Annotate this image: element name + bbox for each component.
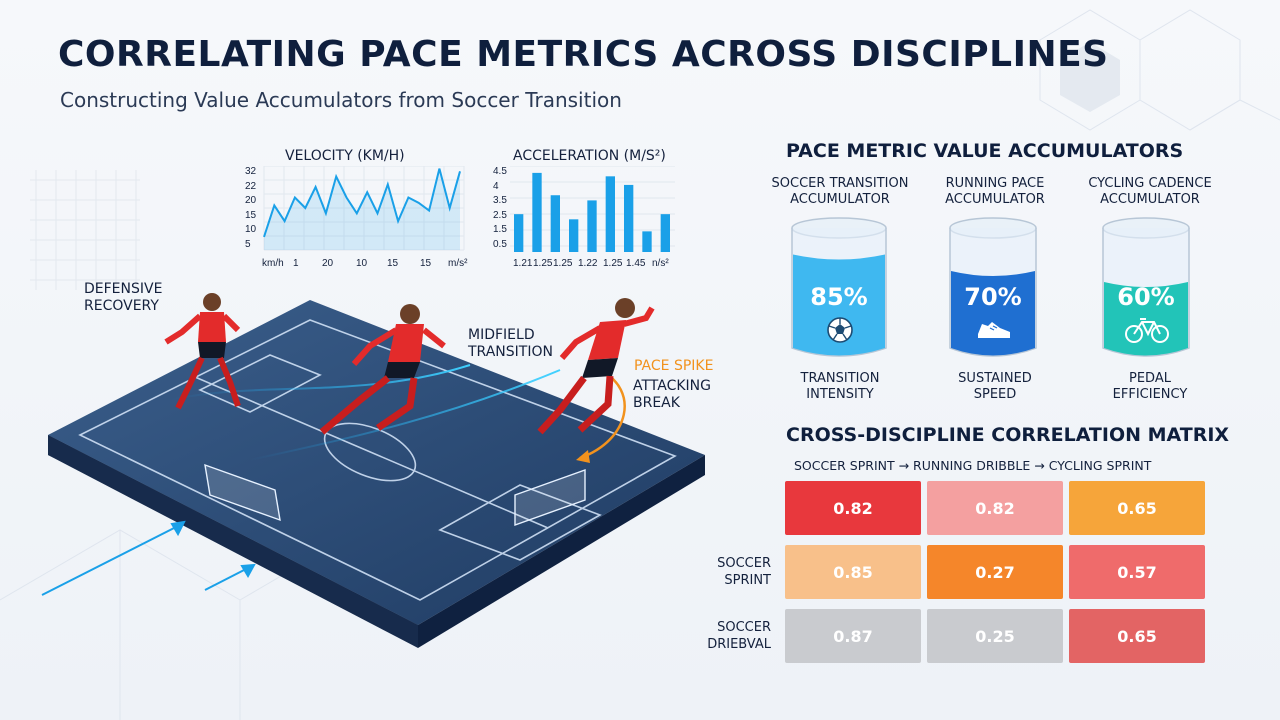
pace-spike-label: PACE SPIKE: [634, 358, 714, 374]
x-tick-label: km/h: [262, 258, 284, 269]
acceleration-bar: [514, 214, 524, 252]
matrix-cell: 0.82: [927, 481, 1063, 535]
acceleration-bar: [550, 195, 560, 252]
accumulator-fill: [951, 271, 1035, 356]
x-tick-label: 1.21: [513, 258, 533, 269]
x-tick-label: 1.22: [578, 258, 598, 269]
accumulators-title: PACE METRIC VALUE ACCUMULATORS: [786, 140, 1184, 162]
y-tick-label: 3.5: [493, 195, 507, 206]
accumulator-percent: 70%: [964, 283, 1022, 311]
velocity-line-chart: [263, 166, 465, 251]
acceleration-bar-chart: [510, 166, 675, 252]
x-tick-label: 1.25: [553, 258, 573, 269]
matrix-cell: 0.82: [785, 481, 921, 535]
accumulator-caption: TRANSITION INTENSITY: [800, 371, 880, 402]
y-tick-label: 15: [245, 209, 257, 221]
matrix-title: CROSS-DISCIPLINE CORRELATION MATRIX: [786, 424, 1230, 446]
matrix-cell: 0.27: [927, 545, 1063, 599]
matrix-cell: 0.65: [1069, 481, 1205, 535]
attacking-break-label: ATTACKING BREAK: [633, 378, 711, 411]
matrix-cell: 0.57: [1069, 545, 1205, 599]
velocity-chart-title: VELOCITY (KM/H): [285, 148, 405, 164]
y-tick-label: 0.5: [493, 238, 507, 250]
y-tick-label: 10: [245, 224, 257, 235]
accumulator-caption: PEDAL EFFICIENCY: [1112, 371, 1188, 402]
accumulator-label: SOCCER TRANSITION ACCUMULATOR: [771, 176, 909, 207]
acceleration-chart-title: ACCELERATION (M/S²): [513, 148, 666, 164]
x-tick-label: 1.25: [603, 258, 623, 269]
soccer-pitch-illustration: [41, 293, 705, 648]
page-title: CORRELATING PACE METRICS ACROSS DISCIPLI…: [58, 34, 1109, 75]
y-tick-label: 2.5: [493, 209, 507, 221]
velocity-series-line: [263, 168, 461, 238]
midfield-transition-label: MIDFIELD TRANSITION: [468, 327, 553, 360]
x-tick-label: 15: [420, 258, 432, 269]
acceleration-bar: [642, 231, 652, 252]
y-tick-label: 20: [245, 195, 257, 206]
velocity-area: [264, 168, 460, 250]
accumulator-label: CYCLING CADENCE ACCUMULATOR: [1088, 176, 1212, 207]
y-tick-label: 5: [245, 238, 251, 250]
matrix-cell: 0.25: [927, 609, 1063, 663]
player-attacking: [537, 298, 655, 435]
x-tick-label: 15: [387, 258, 399, 269]
y-tick-label: 22: [245, 180, 257, 192]
bicycle-icon: [1125, 318, 1169, 343]
matrix-row-label: SOCCER SPRINT: [717, 556, 771, 588]
matrix-cell: 0.85: [785, 545, 921, 599]
acceleration-bar: [532, 172, 542, 252]
acceleration-bar: [660, 214, 670, 252]
acceleration-bar: [624, 184, 634, 252]
accumulator-caption: SUSTAINED SPEED: [958, 371, 1032, 402]
accumulator-percent: 60%: [1117, 283, 1175, 311]
player-defensive: [164, 293, 241, 410]
x-tick-label: 10: [356, 258, 368, 269]
accumulator-label: RUNNING PACE ACCUMULATOR: [945, 176, 1045, 207]
y-tick-label: 1.5: [493, 224, 507, 235]
accumulator-fill: [793, 254, 885, 356]
matrix-row-label: SOCCER DRIEBVAL: [707, 620, 771, 652]
acceleration-bar: [587, 200, 597, 252]
matrix-cell: 0.87: [785, 609, 921, 663]
y-tick-label: 4: [493, 180, 499, 192]
accumulator-cylinder: [949, 217, 1037, 357]
acceleration-bar: [569, 219, 579, 252]
x-tick-label: 20: [322, 258, 334, 269]
page-subtitle: Constructing Value Accumulators from Soc…: [60, 88, 622, 112]
soccer-ball-icon: [827, 317, 853, 343]
player-midfield: [319, 304, 446, 435]
x-tick-label: m/s²: [448, 258, 468, 269]
x-tick-label: 1.25: [533, 258, 553, 269]
defensive-recovery-label: DEFENSIVE RECOVERY: [84, 281, 163, 314]
running-shoe-icon: [978, 322, 1010, 338]
x-tick-label: 1: [293, 258, 299, 269]
accumulator-cylinder: [791, 217, 887, 357]
y-tick-label: 32: [245, 166, 257, 177]
x-tick-label: 1.45: [626, 258, 646, 269]
acceleration-bar: [605, 176, 615, 252]
matrix-column-header: SOCCER SPRINT → RUNNING DRIBBLE → CYCLIN…: [794, 458, 1152, 473]
accumulator-percent: 85%: [810, 283, 868, 311]
matrix-cell: 0.65: [1069, 609, 1205, 663]
y-tick-label: 4.5: [493, 166, 507, 177]
x-tick-label: n/s²: [652, 258, 669, 269]
